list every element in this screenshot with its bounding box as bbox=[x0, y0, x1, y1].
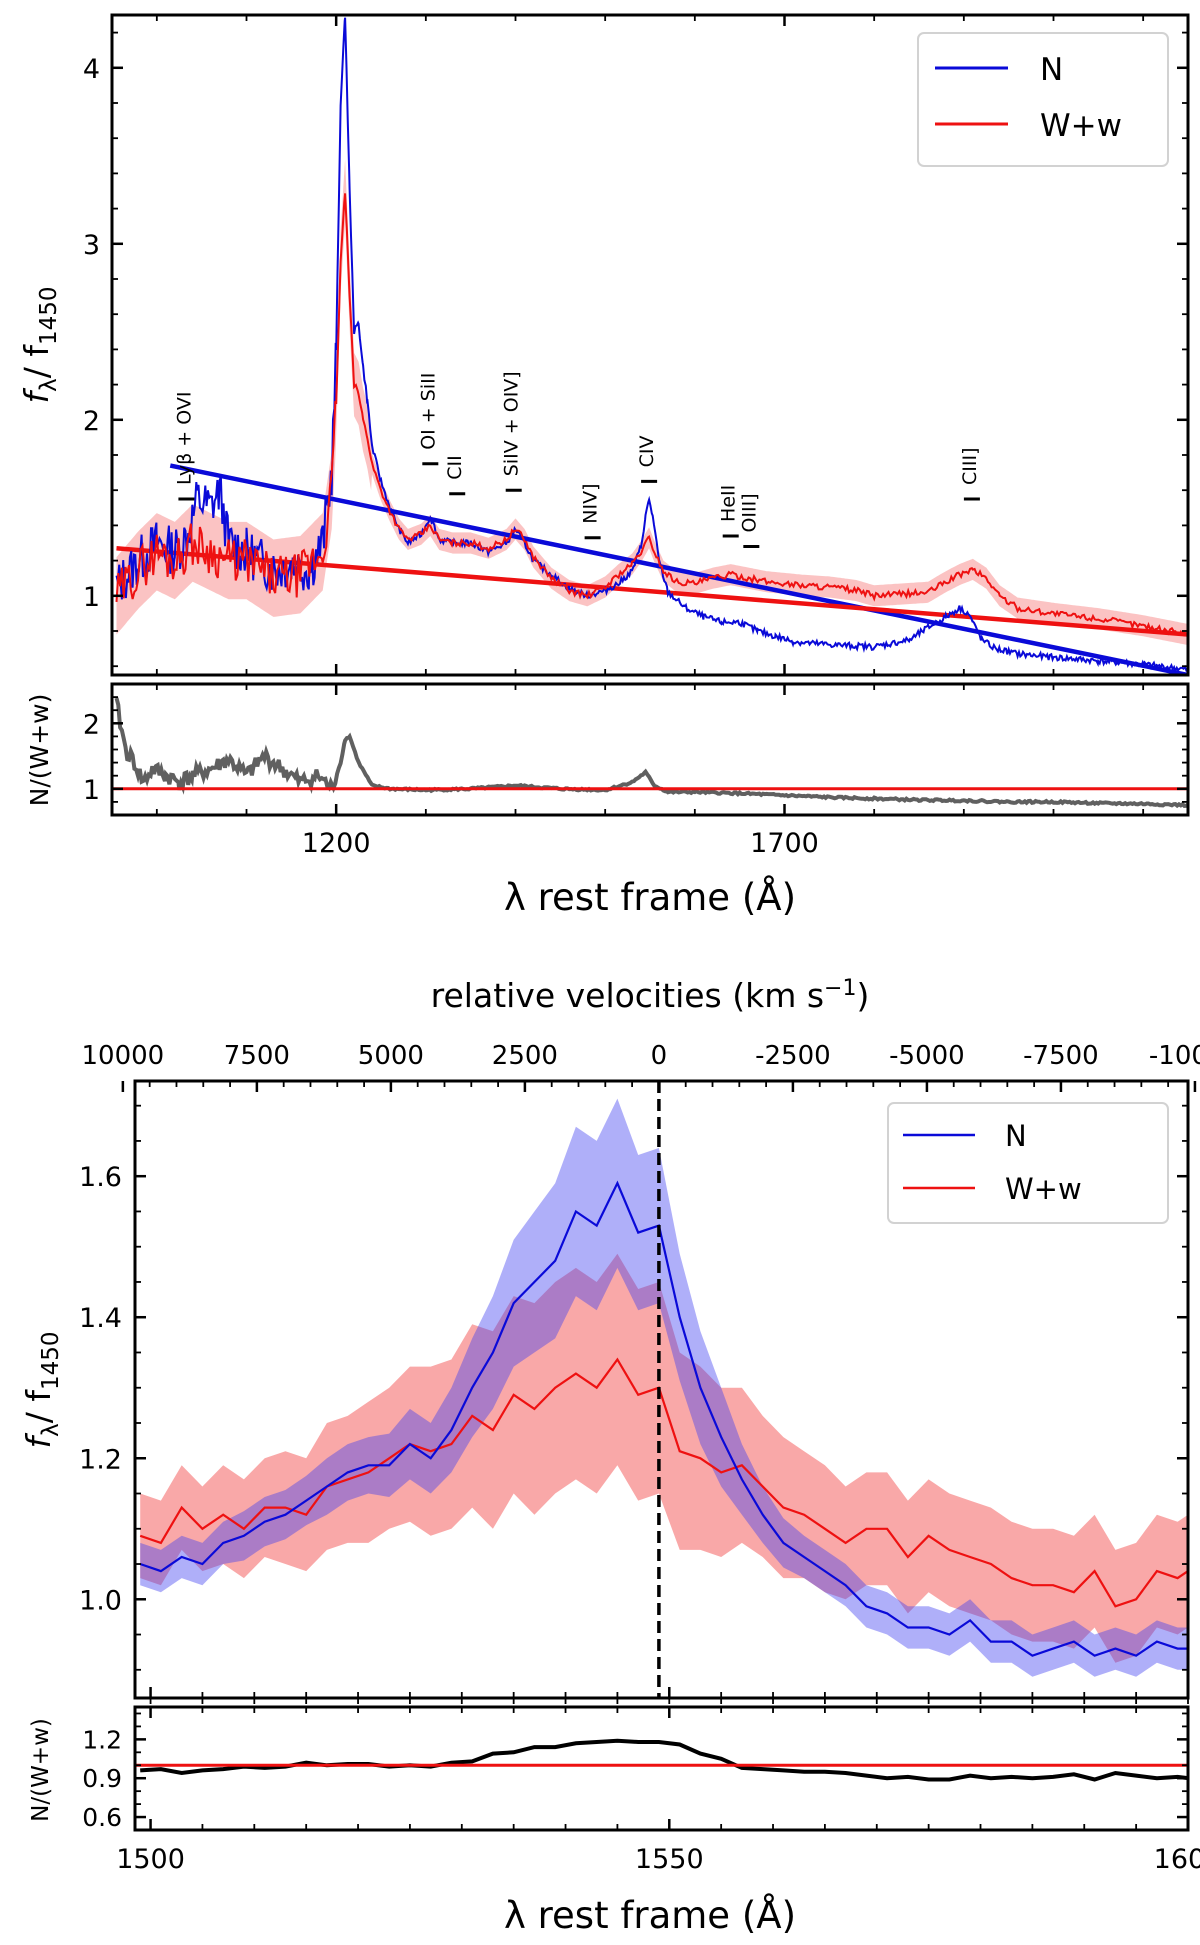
bottom-title: relative velocities (km s−1) bbox=[431, 976, 870, 1015]
ratio-line-bottom bbox=[140, 1738, 1188, 1782]
top-ratio-ytick-label-1: 2 bbox=[83, 709, 100, 740]
velocity-tick-label-5: -2500 bbox=[755, 1041, 831, 1071]
n-uncertainty-band-bottom bbox=[140, 1098, 1188, 1677]
top-main-frame bbox=[110, 13, 1190, 677]
top-legend-n-label: N bbox=[1040, 52, 1063, 88]
top-main-ytick-label-2: 3 bbox=[83, 230, 100, 261]
top-main-ytick-label-3: 4 bbox=[83, 54, 100, 85]
bottom-ratio-frame bbox=[133, 1705, 1190, 1832]
velocity-tick-label-3: 2500 bbox=[492, 1041, 558, 1071]
bottom-legend-w-label: W+w bbox=[1005, 1172, 1082, 1206]
top-ratio-ylabel: N/(W+w) bbox=[25, 694, 54, 807]
bottom-ratio-ytick-label-0: 0.6 bbox=[82, 1803, 122, 1832]
velocity-tick-label-4: 0 bbox=[651, 1041, 668, 1071]
bottom-legend: N W+w bbox=[887, 1102, 1169, 1224]
line-label-6: HeII bbox=[718, 485, 740, 522]
bottom-legend-n-label: N bbox=[1005, 1119, 1027, 1153]
top-main-ylabel: fλ/ f1450 bbox=[17, 286, 62, 403]
bottom-legend-box bbox=[887, 1102, 1169, 1224]
bottom-ratio-xtick-label-1: 1550 bbox=[635, 1844, 704, 1875]
bottom-main-ylabel: fλ/ f1450 bbox=[19, 1331, 64, 1448]
bottom-ratio-ylabel: N/(W+w) bbox=[28, 1718, 54, 1822]
velocity-tick-label-0: 10000 bbox=[82, 1041, 165, 1071]
velocity-tick-label-6: -5000 bbox=[889, 1041, 965, 1071]
top-main-ytick-label-0: 1 bbox=[83, 582, 100, 613]
line-label-8: CIII] bbox=[959, 448, 981, 486]
ratio-line-top bbox=[114, 697, 1188, 809]
bottom-main-ytick-label-3: 1.6 bbox=[79, 1162, 122, 1193]
velocity-tick-label-8: -10000 bbox=[1149, 1041, 1200, 1071]
w-uncertainty-band-bottom bbox=[140, 1253, 1188, 1663]
n-continuum-line bbox=[169, 463, 1188, 675]
line-label-5: CIV bbox=[636, 436, 658, 468]
bottom-main-ytick-label-0: 1.0 bbox=[79, 1585, 122, 1616]
bottom-main-frame bbox=[133, 1079, 1190, 1700]
bottom-ratio-panel: 0.6 0.9 1.2 1500 1550 1600 N/(W+w) λ rest fr… bbox=[28, 1705, 1200, 1937]
w-spectrum-line bbox=[115, 193, 1188, 637]
line-label-4: NIV] bbox=[580, 483, 602, 523]
n-spectrum-line-bottom bbox=[139, 1180, 1188, 1657]
bottom-main-panel: relative velocities (km s−1) 1.0 1.2 1.4 1.… bbox=[19, 976, 1200, 1704]
top-legend-box bbox=[917, 32, 1169, 167]
top-main-ytick-label-1: 2 bbox=[83, 406, 100, 437]
top-ratio-frame bbox=[110, 682, 1190, 817]
top-ratio-ytick-label-0: 1 bbox=[83, 775, 100, 806]
w-spectrum-line-bottom bbox=[139, 1357, 1188, 1608]
top-legend: N W+w bbox=[917, 32, 1169, 167]
bottom-ratio-ytick-label-2: 1.2 bbox=[82, 1725, 122, 1754]
bottom-main-ytick-label-2: 1.4 bbox=[79, 1303, 122, 1334]
line-label-7: OIII] bbox=[738, 493, 760, 532]
top-ratio-panel: 1 2 1200 1700 N/(W+w) λ rest frame (Å) bbox=[25, 682, 1190, 919]
top-xlabel: λ rest frame (Å) bbox=[504, 875, 796, 919]
bottom-main-ytick-label-1: 1.2 bbox=[79, 1444, 122, 1475]
line-label-2: CII bbox=[444, 455, 466, 479]
line-label-1: OI + SiII bbox=[417, 373, 439, 450]
line-label-3: SiIV + OIV] bbox=[501, 371, 523, 476]
bottom-ratio-xtick-label-0: 1500 bbox=[116, 1844, 185, 1875]
top-ratio-xtick-label-0: 1200 bbox=[302, 828, 371, 859]
line-label-0: Lyβ + OVI bbox=[173, 392, 195, 485]
bottom-ratio-ytick-label-1: 0.9 bbox=[82, 1764, 122, 1793]
bottom-xlabel: λ rest frame (Å) bbox=[504, 1893, 796, 1937]
top-ratio-xtick-label-1: 1700 bbox=[750, 828, 819, 859]
top-legend-w-label: W+w bbox=[1040, 108, 1122, 144]
velocity-tick-label-2: 5000 bbox=[358, 1041, 424, 1071]
velocity-tick-label-1: 7500 bbox=[224, 1041, 290, 1071]
bottom-ratio-xtick-label-2: 1600 bbox=[1154, 1844, 1200, 1875]
velocity-tick-label-7: -7500 bbox=[1023, 1041, 1099, 1071]
